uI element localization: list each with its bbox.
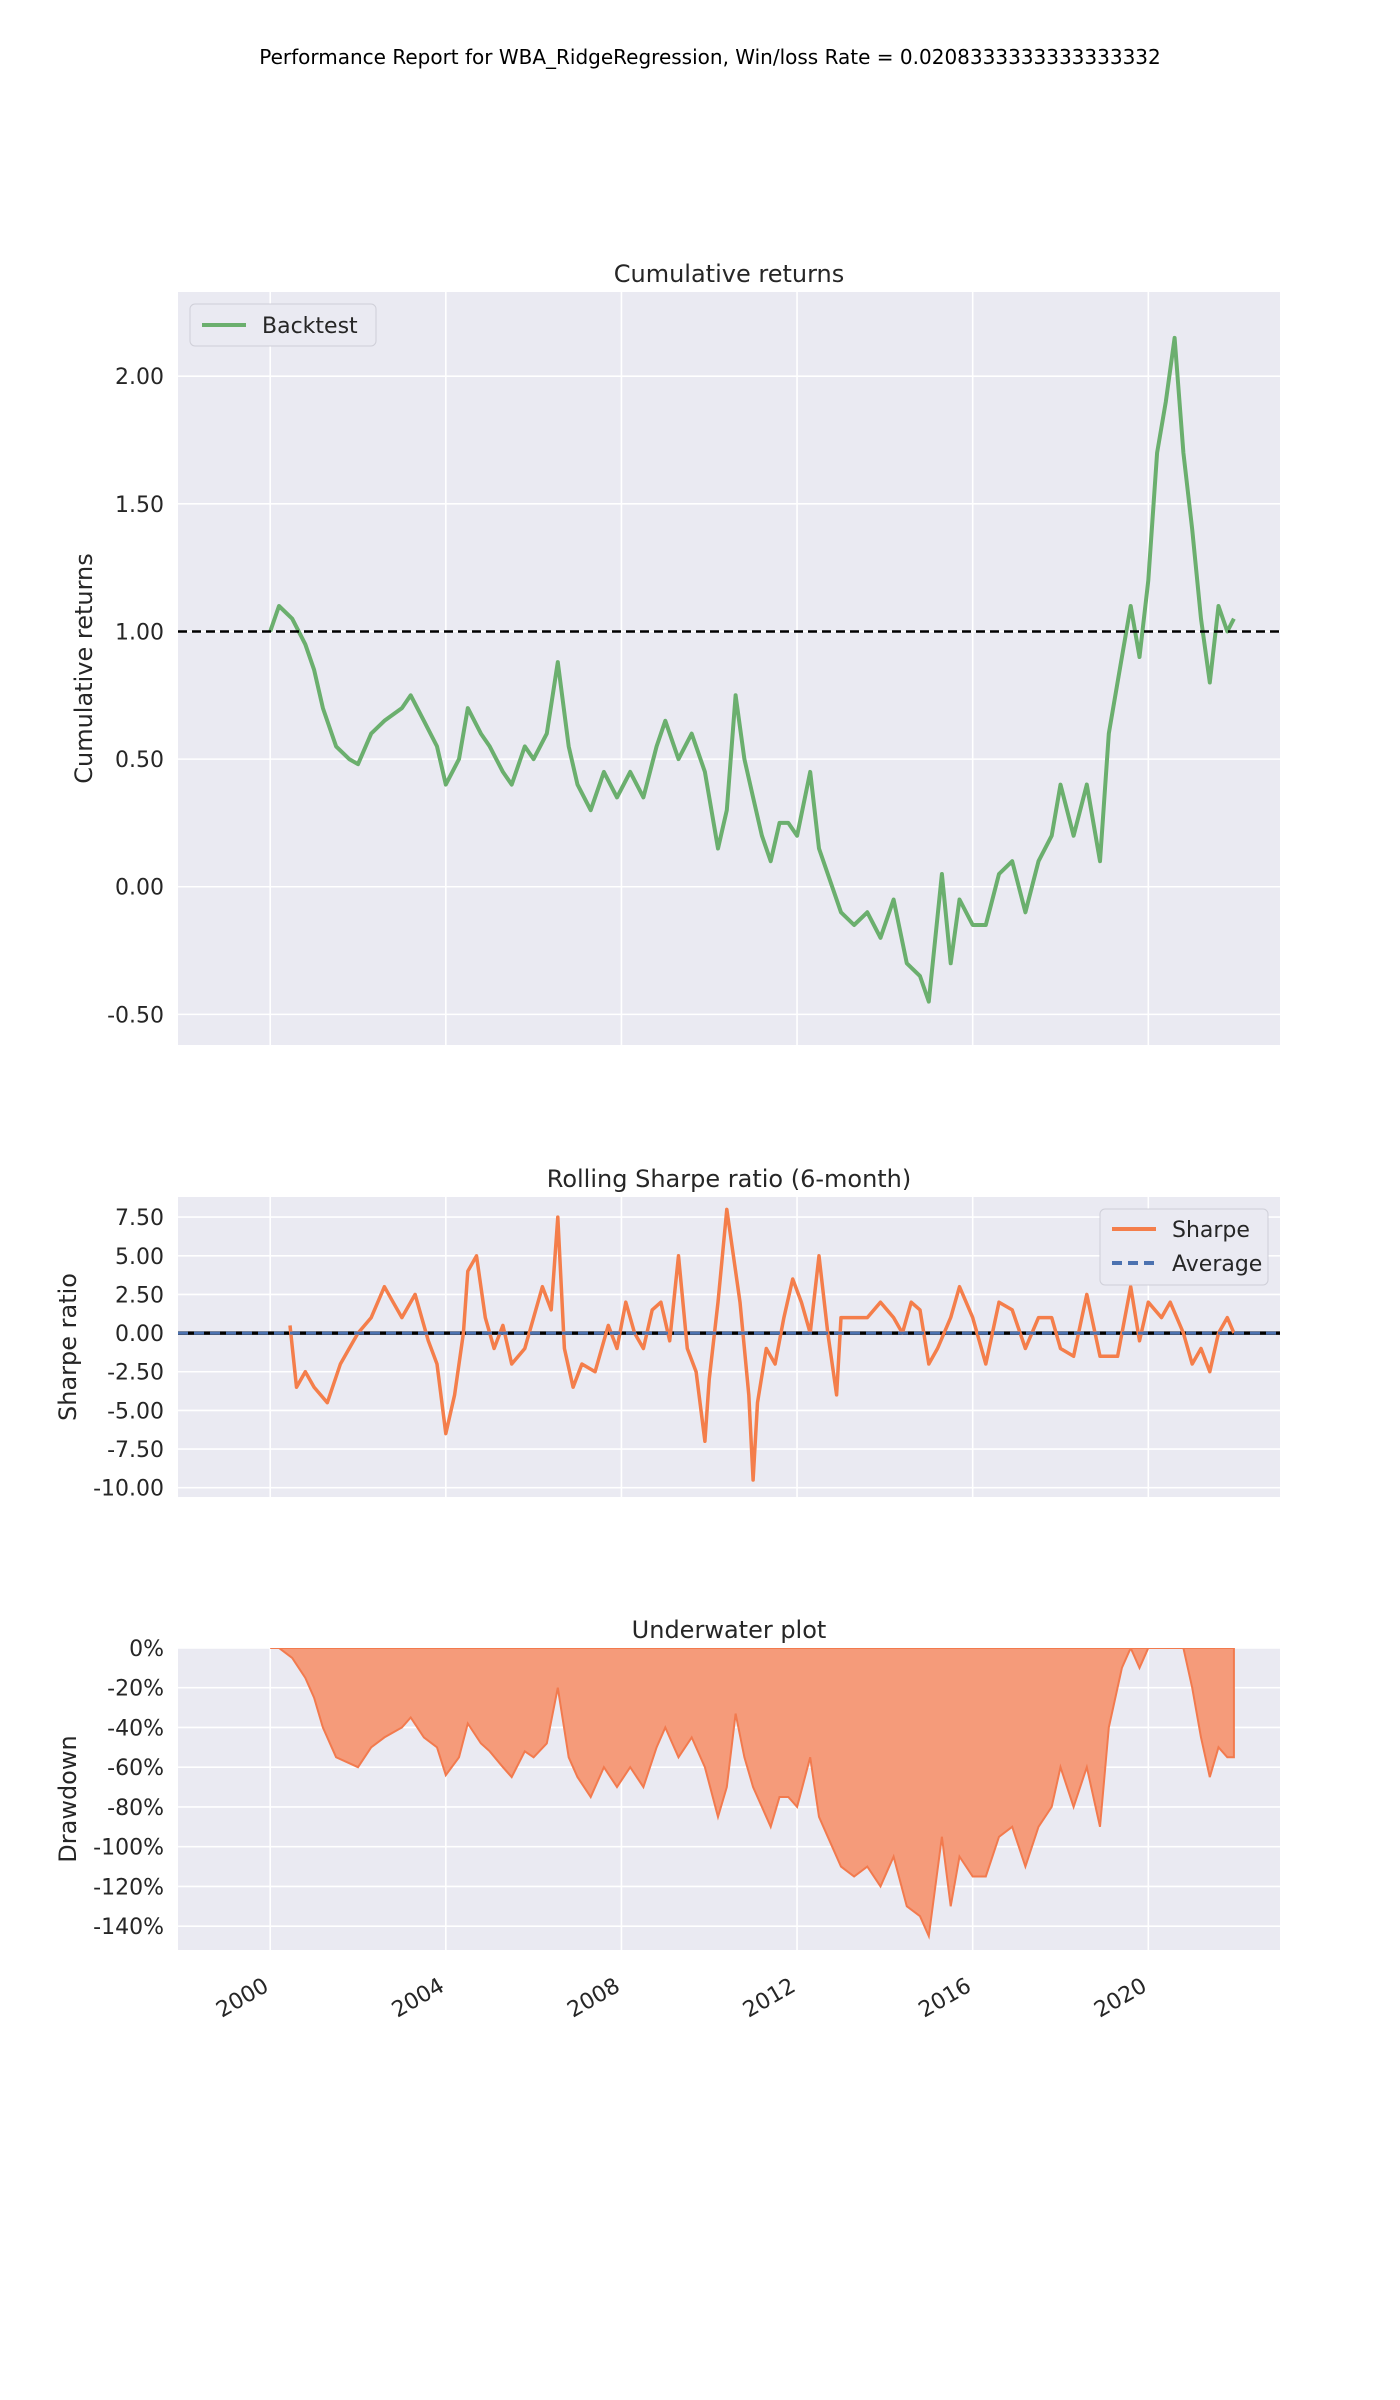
y-tick-label: -2.50 (107, 1361, 164, 1386)
drawdown-area (270, 1648, 1235, 1940)
legend-box (189, 303, 377, 347)
legend-label-backtest: Backtest (262, 314, 358, 339)
y-tick-label: -120% (93, 1875, 164, 1900)
y-tick-label: -10.00 (93, 1477, 164, 1502)
report-title: Performance Report for WBA_RidgeRegressi… (259, 45, 1161, 69)
legend-label-average: Average (1172, 1252, 1262, 1277)
y-tick-label: -80% (107, 1796, 164, 1821)
y-axis-label: Drawdown (54, 1735, 82, 1862)
panel-title: Underwater plot (632, 1616, 827, 1644)
data-layer (270, 1648, 1235, 1940)
y-tick-label: 2.50 (115, 1283, 164, 1308)
y-tick-label: 0% (129, 1637, 164, 1662)
x-tick-label: 2004 (388, 1974, 449, 2024)
panel-title: Cumulative returns (614, 260, 845, 288)
y-tick-label: 0.00 (115, 1322, 164, 1347)
y-tick-label: -5.00 (107, 1399, 164, 1424)
y-tick-label: 7.50 (115, 1206, 164, 1231)
cumulative-returns-panel: Cumulative returns 2.00 1.50 1.00 0.50 0.00 -0… (70, 260, 1280, 1045)
y-tick-label: -140% (93, 1915, 164, 1940)
y-tick-label: -40% (107, 1716, 164, 1741)
x-tick-label: 2016 (915, 1974, 976, 2024)
rolling-sharpe-panel: Rolling Sharpe ratio (6-month) 7.50 5.00 2.… (54, 1165, 1280, 1502)
y-tick-label: 2.00 (115, 365, 164, 390)
x-tick-label: 2020 (1090, 1974, 1151, 2024)
y-tick-label: 1.00 (115, 620, 164, 645)
y-tick-label: -0.50 (107, 1003, 164, 1028)
x-tick-label: 2000 (212, 1974, 273, 2024)
panels: Cumulative returns 2.00 1.50 1.00 0.50 0.00 -0… (54, 260, 1280, 2023)
underwater-panel: Underwater plot 0% -20% -40% -60% -80% -100% -1… (54, 1616, 1280, 2023)
y-tick-label: 1.50 (115, 493, 164, 518)
y-tick-label: -20% (107, 1677, 164, 1702)
y-tick-label: 0.50 (115, 748, 164, 773)
y-tick-label: -100% (93, 1836, 164, 1861)
data-layer (178, 1207, 1280, 1482)
legend: Sharpe Average (1099, 1208, 1269, 1286)
y-tick-label: 0.00 (115, 876, 164, 901)
legend: Backtest (189, 303, 377, 347)
y-axis-label: Cumulative returns (70, 553, 98, 784)
y-tick-label: 5.00 (115, 1245, 164, 1270)
plot-area (178, 292, 1280, 1045)
y-tick-label: -60% (107, 1756, 164, 1781)
panel-title: Rolling Sharpe ratio (6-month) (547, 1165, 912, 1193)
backtest-line (268, 335, 1236, 1004)
legend-label-sharpe: Sharpe (1172, 1218, 1250, 1243)
sharpe-line (288, 1207, 1236, 1482)
x-tick-label: 2008 (563, 1974, 624, 2024)
y-axis-label: Sharpe ratio (54, 1273, 82, 1421)
x-tick-label: 2012 (739, 1974, 800, 2024)
data-layer (178, 335, 1280, 1004)
y-tick-label: -7.50 (107, 1438, 164, 1463)
